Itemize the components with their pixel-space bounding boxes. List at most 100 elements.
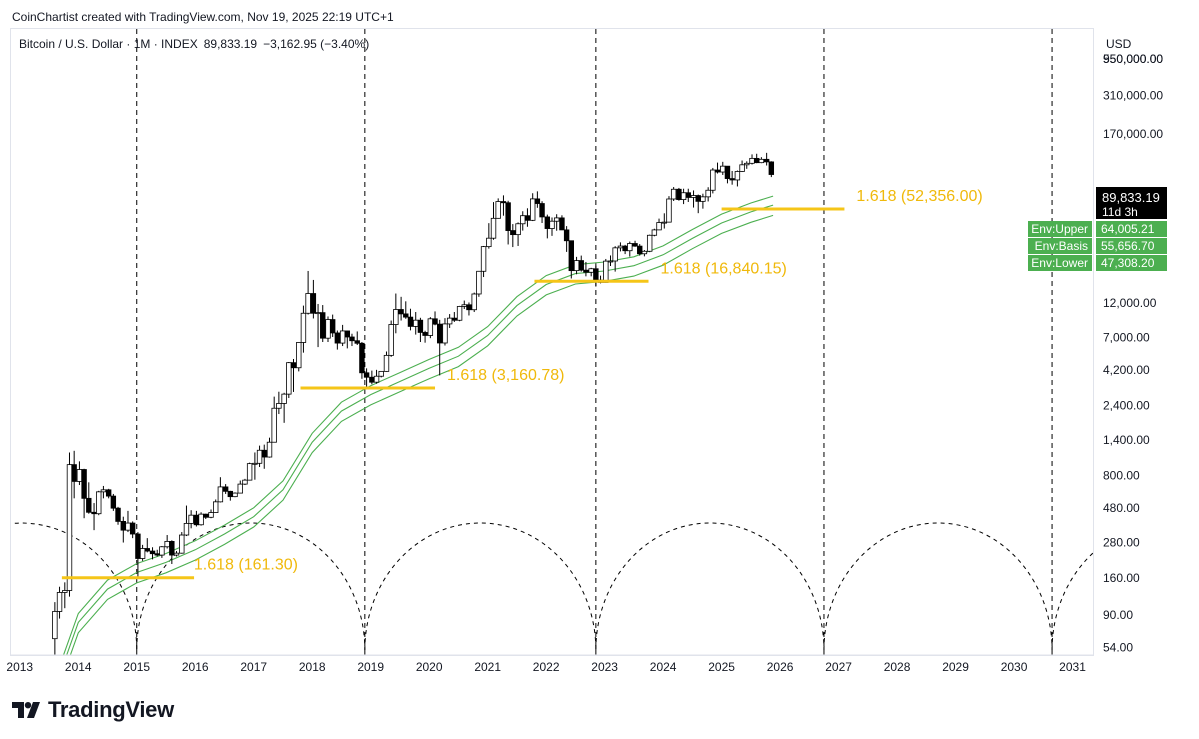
fib-label-2: 1.618 (16,840.15) xyxy=(661,260,787,277)
candle xyxy=(685,188,691,202)
candle xyxy=(149,547,156,560)
candle xyxy=(646,234,653,253)
candle xyxy=(52,602,58,655)
candle xyxy=(559,215,565,231)
candle xyxy=(325,316,331,342)
candle xyxy=(451,312,458,322)
candle xyxy=(480,245,487,278)
candle xyxy=(222,484,229,494)
x-tick-label: 2021 xyxy=(474,660,501,674)
last-price-value: 89,833.19 xyxy=(1102,190,1160,205)
candle xyxy=(339,324,346,347)
price-tags: 89,833.19 11d 3h Env:Upper 64,005.21 Env:B… xyxy=(1028,187,1167,271)
envelope-basis-line xyxy=(66,204,774,655)
candle xyxy=(125,510,131,533)
candle xyxy=(315,303,321,348)
candle xyxy=(442,318,448,346)
candle xyxy=(62,582,68,609)
candle xyxy=(369,370,375,385)
price-axis[interactable]: USD 950,000.00 550,000.00 310,000.00 170,0… xyxy=(1103,37,1163,654)
candle xyxy=(290,358,297,392)
candle xyxy=(159,546,165,558)
candle xyxy=(378,370,384,378)
cycle-arc-0 xyxy=(11,522,138,651)
candle xyxy=(100,485,107,499)
candle xyxy=(115,506,121,525)
chart-credit: CoinChartist created with TradingView.co… xyxy=(12,10,394,24)
candle xyxy=(666,196,672,223)
candle xyxy=(286,361,292,399)
x-tick-label: 2019 xyxy=(357,660,384,674)
candle xyxy=(129,521,136,539)
candle xyxy=(120,516,126,543)
candle xyxy=(437,319,443,376)
symbol-name: Bitcoin / U.S. Dollar · 1M · INDEX xyxy=(19,37,198,51)
fib-label-0: 1.618 (161.30) xyxy=(194,557,298,574)
time-axis[interactable]: 2013 2014 2015 2016 2017 2018 2019 2020 2021 2022… xyxy=(6,654,1093,674)
candle xyxy=(169,540,175,564)
candle xyxy=(471,292,477,313)
x-tick-label: 2025 xyxy=(708,660,735,674)
x-tick-label: 2023 xyxy=(591,660,618,674)
candle xyxy=(81,468,87,519)
candle xyxy=(520,211,526,231)
candle xyxy=(510,224,516,248)
candle xyxy=(534,191,541,208)
tradingview-logo[interactable]: TradingView xyxy=(12,697,174,723)
cycle-arc-1 xyxy=(136,522,366,651)
candle xyxy=(612,246,618,272)
y-tick-label: 310,000.00 xyxy=(1103,89,1163,103)
candle xyxy=(203,513,209,519)
candle xyxy=(524,208,531,227)
candle xyxy=(734,170,741,187)
y-tick-label: 4,200.00 xyxy=(1103,363,1150,377)
candle xyxy=(256,445,263,468)
candle xyxy=(208,509,214,519)
env-tag-value: 64,005.21 xyxy=(1101,222,1155,236)
candle xyxy=(305,270,311,315)
candle xyxy=(388,320,394,357)
candle xyxy=(66,452,73,597)
env-tag-value: 55,656.70 xyxy=(1101,239,1155,253)
candle xyxy=(705,187,711,202)
candle xyxy=(661,213,667,229)
symbol-legend[interactable]: Bitcoin / U.S. Dollar · 1M · INDEX 89,833… xyxy=(19,37,375,51)
candle xyxy=(714,162,721,174)
y-tick-label: 550,000.00 xyxy=(1103,52,1163,66)
last-price: 89,833.19 xyxy=(203,37,258,51)
x-tick-label: 2020 xyxy=(416,660,443,674)
fib-label-1: 1.618 (3,160.78) xyxy=(447,367,564,384)
candle xyxy=(276,391,282,415)
candle xyxy=(539,201,545,224)
candle xyxy=(641,250,648,257)
x-tick-label: 2013 xyxy=(6,660,33,674)
candle xyxy=(179,532,185,554)
candle xyxy=(91,503,97,531)
y-tick-label: 280.00 xyxy=(1103,536,1140,550)
candle xyxy=(578,255,584,272)
candle xyxy=(758,157,765,164)
cycle-arc-3 xyxy=(595,522,825,651)
candle xyxy=(651,228,658,237)
candle xyxy=(676,187,682,201)
candle xyxy=(617,242,624,252)
x-tick-label: 2016 xyxy=(182,660,209,674)
env-tag-value: 47,308.20 xyxy=(1101,256,1155,270)
y-tick-label: 170,000.00 xyxy=(1103,127,1163,141)
candle xyxy=(144,538,150,553)
cycle-arcs xyxy=(11,522,1093,651)
y-tick-label: 54.00 xyxy=(1103,640,1133,654)
cycle-arc-4 xyxy=(823,522,1053,651)
candle xyxy=(549,217,555,236)
candle xyxy=(300,305,307,353)
y-tick-label: 12,000.00 xyxy=(1103,296,1157,310)
candle xyxy=(398,296,404,321)
candle xyxy=(139,544,146,561)
x-tick-label: 2024 xyxy=(650,660,677,674)
candle xyxy=(603,258,609,283)
candle xyxy=(252,452,258,480)
candle xyxy=(413,312,419,335)
candle xyxy=(461,300,467,310)
candle xyxy=(553,214,560,231)
